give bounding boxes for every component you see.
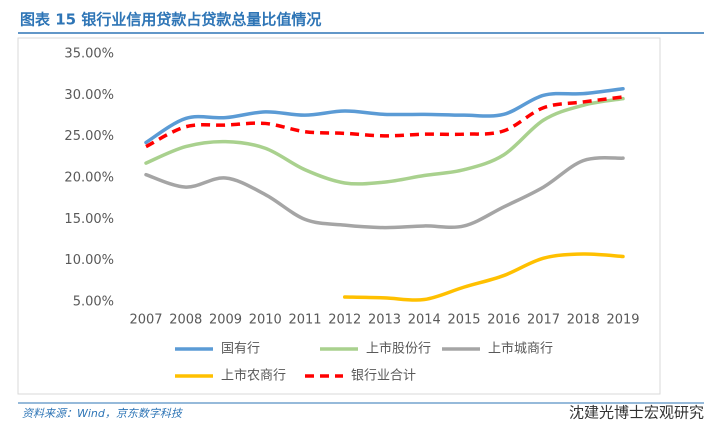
x-tick-label: 2017 xyxy=(527,313,560,328)
legend-label: 国有行 xyxy=(221,342,260,357)
x-tick-label: 2019 xyxy=(606,313,639,328)
x-tick-label: 2011 xyxy=(288,313,321,328)
x-tick-label: 2009 xyxy=(209,313,242,328)
x-tick-label: 2013 xyxy=(368,313,401,328)
series-line xyxy=(144,86,625,145)
series-line xyxy=(145,95,624,149)
legend-label: 上市农商行 xyxy=(221,368,286,384)
y-tick-label: 25.00% xyxy=(64,129,114,144)
x-tick-label: 2008 xyxy=(169,313,202,328)
y-tick-label: 30.00% xyxy=(64,88,114,103)
source: 资料来源：Wind，京东数字科技 xyxy=(22,407,184,420)
y-tick-label: 20.00% xyxy=(64,171,114,186)
watermark: 沈建光博士宏观研究 xyxy=(569,404,704,422)
legend-label: 上市股份行 xyxy=(366,341,431,357)
x-tick-label: 2014 xyxy=(408,313,441,328)
series-line xyxy=(144,155,625,230)
chart-title: 图表 15 银行业信用贷款占贷款总量比值情况 xyxy=(20,11,321,29)
chart-frame xyxy=(17,37,661,395)
series-line xyxy=(144,96,625,186)
x-tick-label: 2016 xyxy=(487,313,520,328)
y-tick-label: 35.00% xyxy=(64,47,114,62)
x-tick-label: 2010 xyxy=(249,313,282,328)
y-tick-label: 10.00% xyxy=(64,253,114,268)
x-tick-label: 2018 xyxy=(567,313,600,328)
legend-label: 上市城商行 xyxy=(488,341,553,357)
legend-label: 银行业合计 xyxy=(351,369,416,384)
y-tick-label: 5.00% xyxy=(73,295,114,310)
x-tick-label: 2007 xyxy=(129,313,162,328)
x-tick-label: 2015 xyxy=(447,313,480,328)
x-tick-label: 2012 xyxy=(328,313,361,328)
series-line xyxy=(343,252,625,302)
y-tick-label: 15.00% xyxy=(64,212,114,227)
